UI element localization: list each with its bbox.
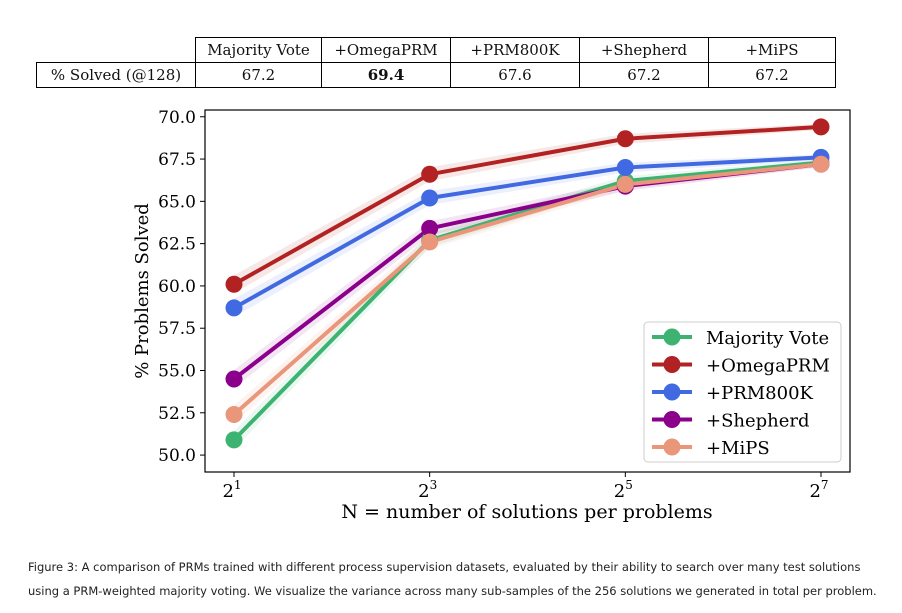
summary-value-omegaprm: 69.4 [321, 62, 451, 88]
mips-point-2 [421, 233, 439, 251]
shepherd-point-1 [225, 370, 243, 388]
summary-row-label: % Solved (@128) [36, 62, 196, 88]
series-points [225, 118, 830, 449]
summary-table: Majority Vote +OmegaPRM +PRM800K +Shephe… [36, 37, 836, 88]
omegaprm-point-3 [616, 130, 634, 148]
summary-value-row: % Solved (@128) 67.2 69.4 67.6 67.2 67.2 [36, 62, 836, 88]
y-tick-label: 50.0 [158, 446, 196, 466]
mips-point-3 [616, 175, 634, 193]
mips-line [232, 162, 822, 416]
summary-value-prm800k: 67.6 [450, 62, 580, 88]
x-tick-label: 23 [418, 478, 437, 502]
legend-majority-vote-label: Majority Vote [706, 328, 829, 349]
caption-line-1: Figure 3: A comparison of PRMs trained w… [28, 560, 861, 574]
chart-legend: Majority Vote +OmegaPRM +PRM800K +Shepherd +… [643, 321, 842, 463]
mips-point-4 [812, 155, 830, 173]
series-lines [232, 124, 822, 442]
prm800k-point-3 [616, 159, 634, 177]
omegaprm-point-2 [421, 165, 439, 183]
prm800k-variance-band [234, 154, 821, 317]
omegaprm-line [233, 124, 822, 286]
prm800k-point-1 [225, 299, 243, 317]
y-tick-label: 70.0 [158, 108, 196, 128]
summary-header-omegaprm: +OmegaPRM [321, 37, 451, 63]
legend-mips-marker [663, 438, 681, 456]
summary-header-row: Majority Vote +OmegaPRM +PRM800K +Shephe… [36, 37, 836, 63]
y-tick-label: 57.5 [158, 319, 196, 339]
prm800k-line [233, 155, 822, 310]
legend-shepherd-marker [663, 411, 681, 428]
plot-frame [204, 109, 851, 473]
legend-mips-label: +MiPS [706, 438, 770, 459]
x-axis-label: N = number of solutions per problems [341, 501, 712, 523]
majority-vote-line [232, 160, 822, 442]
y-tick-label: 60.0 [158, 277, 196, 297]
y-tick-label: 52.5 [158, 404, 196, 424]
legend-prm800k-label: +PRM800K [706, 383, 814, 404]
y-axis: 50.0 52.5 55.0 57.5 60.0 62.5 65.0 67.5 70.0 [158, 108, 205, 466]
summary-header-shepherd: +Shepherd [579, 37, 709, 63]
majority-vote-point-1 [225, 431, 243, 449]
y-tick-label: 67.5 [158, 150, 196, 170]
summary-value-majority-vote: 67.2 [195, 62, 322, 88]
omegaprm-point-1 [225, 275, 243, 293]
prm800k-point-2 [421, 189, 439, 207]
y-axis-label: % Problems Solved [132, 203, 153, 379]
x-axis: 21 23 25 27 [222, 472, 829, 502]
x-tick-label: 25 [614, 478, 633, 502]
summary-header-mips: +MiPS [708, 37, 836, 63]
shepherd-point-2 [421, 219, 439, 237]
line-chart: 50.052.555.057.560.062.565.067.570.0 21 2… [132, 108, 851, 523]
y-tick-label: 62.5 [158, 235, 196, 255]
mips-point-1 [225, 405, 243, 423]
legend-shepherd-label: +Shepherd [706, 411, 810, 432]
y-tick-label: 65.0 [158, 192, 196, 212]
legend-omegaprm-label: +OmegaPRM [706, 356, 830, 377]
legend-omegaprm-marker [663, 356, 681, 373]
legend-majority-vote-marker [663, 328, 681, 346]
x-tick-label: 27 [809, 478, 828, 502]
y-tick-label: 55.0 [158, 362, 196, 382]
x-tick-label: 21 [222, 478, 241, 502]
caption-line-2: using a PRM-weighted majority voting. We… [28, 584, 877, 598]
legend-prm800k-marker [663, 383, 681, 401]
omegaprm-point-4 [812, 118, 830, 136]
figure-caption: Figure 3: A comparison of PRMs trained w… [28, 555, 878, 603]
legend-frame [643, 321, 842, 463]
summary-value-mips: 67.2 [708, 62, 836, 88]
summary-value-shepherd: 67.2 [579, 62, 709, 88]
